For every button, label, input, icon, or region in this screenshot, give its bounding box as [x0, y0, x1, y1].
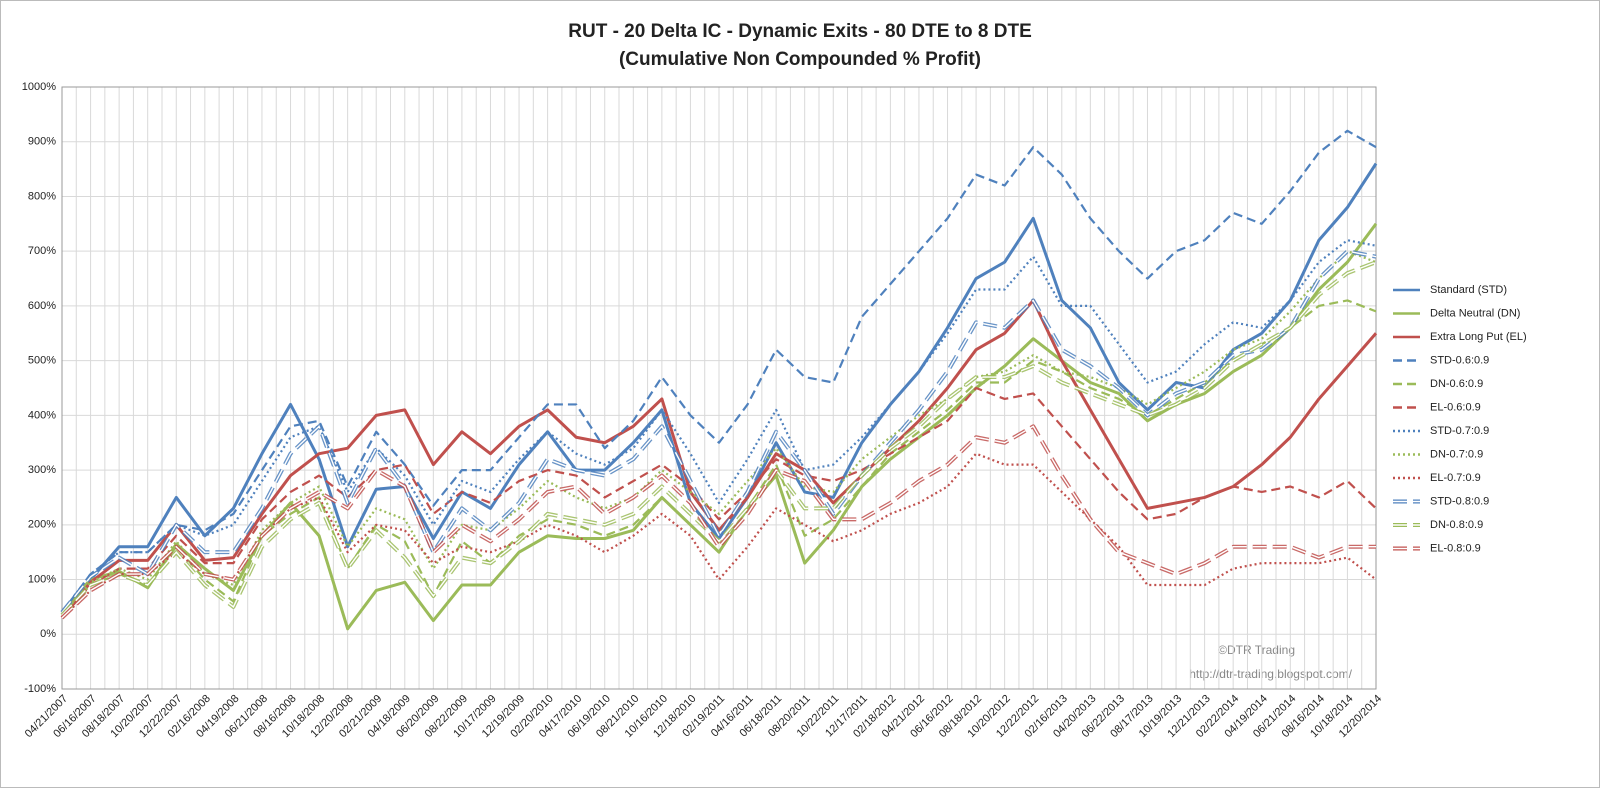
legend-label: STD-0.7:0.9 — [1430, 425, 1489, 437]
legend-label: EL-0.6:0.9 — [1430, 401, 1481, 413]
series-line — [61, 386, 1377, 619]
series-line-inner — [61, 425, 1376, 619]
legend-label: STD-0.8:0.9 — [1430, 495, 1489, 507]
y-tick-label: 0% — [40, 628, 56, 640]
series-line — [61, 239, 1377, 614]
y-tick-label: 300% — [28, 464, 56, 476]
y-tick-label: 400% — [28, 409, 56, 421]
legend-label: Delta Neutral (DN) — [1430, 307, 1520, 319]
chart-title: RUT - 20 Delta IC - Dynamic Exits - 80 D… — [568, 21, 1032, 42]
y-tick-label: 900% — [28, 136, 56, 148]
legend-label: STD-0.6:0.9 — [1430, 354, 1489, 366]
source-url: http://dtr-trading.blogspot.com/ — [1189, 667, 1352, 681]
series-line — [60, 298, 1378, 619]
y-tick-label: 500% — [28, 355, 56, 367]
copyright: ©DTR Trading — [1218, 643, 1295, 657]
legend-label: EL-0.8:0.9 — [1430, 542, 1481, 554]
y-tick-label: 700% — [28, 245, 56, 257]
legend-label: DN-0.8:0.9 — [1430, 519, 1483, 531]
legend-label: Extra Long Put (EL) — [1430, 331, 1527, 343]
series-line-inner — [61, 250, 1377, 613]
series-line — [61, 250, 1377, 616]
series-line-inner — [61, 261, 1377, 616]
y-tick-label: 1000% — [22, 81, 56, 93]
chart-subtitle: (Cumulative Non Compounded % Profit) — [619, 49, 981, 70]
legend-label: Standard (STD) — [1430, 284, 1507, 296]
y-tick-label: 100% — [28, 573, 56, 585]
legend-label: EL-0.7:0.9 — [1430, 472, 1481, 484]
legend-label: DN-0.7:0.9 — [1430, 448, 1483, 460]
y-tick-label: 600% — [28, 300, 56, 312]
plot-frame — [61, 86, 1377, 690]
y-tick-label: -100% — [24, 683, 56, 695]
legend-label: DN-0.6:0.9 — [1430, 378, 1483, 390]
y-tick-label: 200% — [28, 519, 56, 531]
y-tick-label: 800% — [28, 190, 56, 202]
series-line — [61, 129, 1377, 614]
